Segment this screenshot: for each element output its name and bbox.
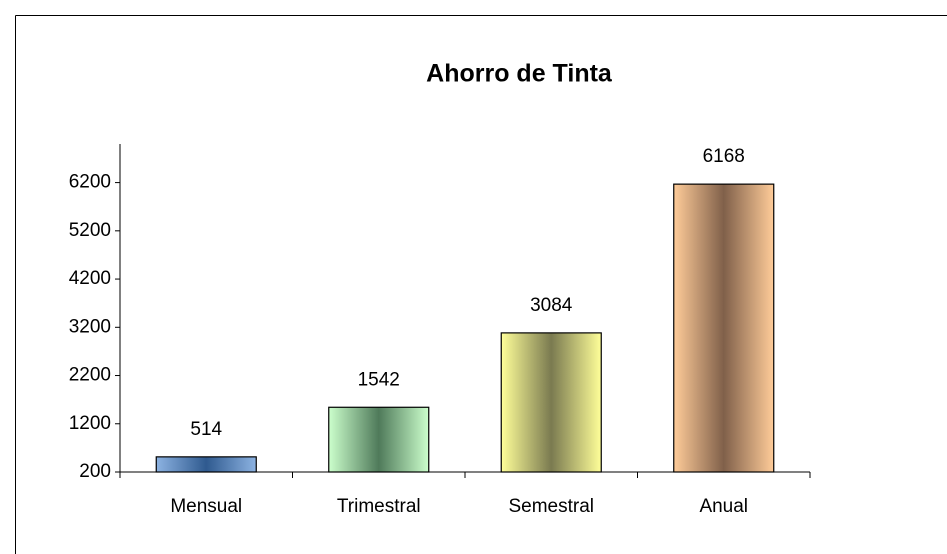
x-tick-label: Mensual xyxy=(170,496,242,517)
x-tick-label: Trimestral xyxy=(337,496,421,517)
y-tick-label: 3200 xyxy=(69,316,111,337)
x-tick-label: Semestral xyxy=(508,496,594,517)
y-tick-label: 200 xyxy=(79,461,111,482)
data-label: 3084 xyxy=(530,295,573,316)
data-label: 6168 xyxy=(703,146,745,167)
bar xyxy=(328,406,430,473)
y-tick-label: 6200 xyxy=(69,172,111,193)
y-tick-label: 4200 xyxy=(69,268,111,289)
bar xyxy=(155,456,257,473)
chart-title: Ahorro de Tinta xyxy=(426,60,613,88)
data-label: 514 xyxy=(190,419,222,440)
y-tick-label: 2200 xyxy=(69,365,111,386)
bar xyxy=(673,183,775,473)
bar xyxy=(500,332,602,473)
data-label: 1542 xyxy=(358,369,400,390)
x-tick-label: Anual xyxy=(699,496,748,517)
y-tick-label: 1200 xyxy=(69,413,111,434)
y-tick-label: 5200 xyxy=(69,220,111,241)
